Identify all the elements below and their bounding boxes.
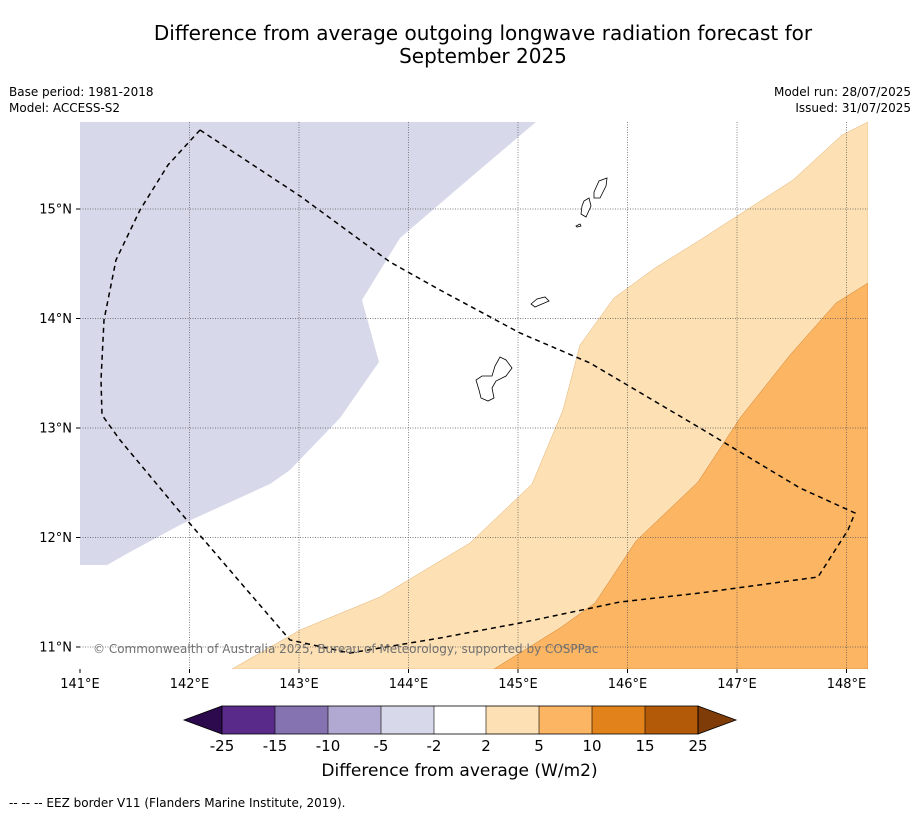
- guam-island: [475, 356, 513, 402]
- lon-label: 142°E: [170, 677, 210, 692]
- aguijan-island: [575, 223, 582, 228]
- lon-label: 146°E: [608, 677, 648, 692]
- colorbar-tick: -2: [427, 737, 442, 755]
- lon-label: 143°E: [279, 677, 319, 692]
- lat-label: 15°N: [39, 203, 72, 218]
- lat-label: 13°N: [39, 422, 72, 437]
- colorbar-extend-low: [182, 705, 223, 735]
- colorbar-tick: 10: [582, 737, 601, 755]
- colorbar-segment: [222, 706, 275, 734]
- lon-label: 148°E: [827, 677, 867, 692]
- colorbar: -25 -15 -10 -5 -2 2 5 10 15 25: [182, 705, 738, 755]
- colorbar-tick: 25: [688, 737, 707, 755]
- chart-title: Difference from average outgoing longwav…: [0, 22, 919, 68]
- anomaly-region-5-to-10: [493, 282, 868, 669]
- axis-ticks: [76, 208, 847, 673]
- lon-label: 145°E: [498, 677, 538, 692]
- model-text: Model: ACCESS-S2: [9, 101, 121, 115]
- map-plot-area: © Commonwealth of Australia 2025, Bureau…: [80, 122, 868, 669]
- base-period-text: Base period: 1981-2018: [9, 85, 154, 99]
- colorbar-tick: -5: [374, 737, 389, 755]
- colorbar-segment: [539, 706, 592, 734]
- colorbar-title: Difference from average (W/m2): [321, 761, 598, 781]
- longitude-labels: 141°E 142°E 143°E 144°E 145°E 146°E 147°…: [60, 677, 866, 692]
- lat-label: 14°N: [39, 312, 72, 327]
- lat-label: 11°N: [39, 641, 72, 656]
- colorbar-tick: -15: [263, 737, 288, 755]
- islands: [475, 177, 608, 402]
- colorbar-tick-labels: -25 -15 -10 -5 -2 2 5 10 15 25: [210, 737, 708, 755]
- colorbar-tick: 5: [534, 737, 544, 755]
- lon-label: 147°E: [717, 677, 757, 692]
- colorbar-segment: [328, 706, 381, 734]
- colorbar-extend-high: [697, 705, 738, 735]
- colorbar-segment: [381, 706, 434, 734]
- title-line-1: Difference from average outgoing longwav…: [153, 21, 813, 45]
- model-run-text: Model run: 28/07/2025: [773, 85, 911, 99]
- lon-label: 144°E: [389, 677, 429, 692]
- copyright-text: © Commonwealth of Australia 2025, Bureau…: [93, 642, 598, 656]
- lat-label: 12°N: [39, 531, 72, 546]
- colorbar-segment: [486, 706, 539, 734]
- lon-label: 141°E: [60, 677, 100, 692]
- colorbar-tick: -25: [210, 737, 235, 755]
- colorbar-tick: -10: [316, 737, 341, 755]
- meta-left: Base period: 1981-2018 Model: ACCESS-S2: [9, 84, 154, 116]
- meta-right: Model run: 28/07/2025 Issued: 31/07/2025: [774, 84, 911, 116]
- colorbar-segment: [645, 706, 698, 734]
- eez-border: [100, 129, 856, 654]
- colorbar-segment: [275, 706, 328, 734]
- colorbar-tick: 2: [481, 737, 491, 755]
- title-line-2: September 2025: [399, 44, 567, 68]
- colorbar-tick: 15: [635, 737, 654, 755]
- tinian-island: [580, 197, 592, 218]
- rota-island: [530, 296, 550, 308]
- eez-footer-note: -- -- -- EEZ border V11 (Flanders Marine…: [9, 796, 346, 810]
- colorbar-segment: [592, 706, 645, 734]
- saipan-island: [593, 177, 608, 199]
- anomaly-region-minus2-to-minus5: [80, 122, 536, 565]
- latitude-labels: 15°N 14°N 13°N 12°N 11°N: [39, 203, 72, 656]
- colorbar-segment: [434, 706, 486, 734]
- grid-lines: [80, 122, 868, 669]
- issued-text: Issued: 31/07/2025: [795, 101, 911, 115]
